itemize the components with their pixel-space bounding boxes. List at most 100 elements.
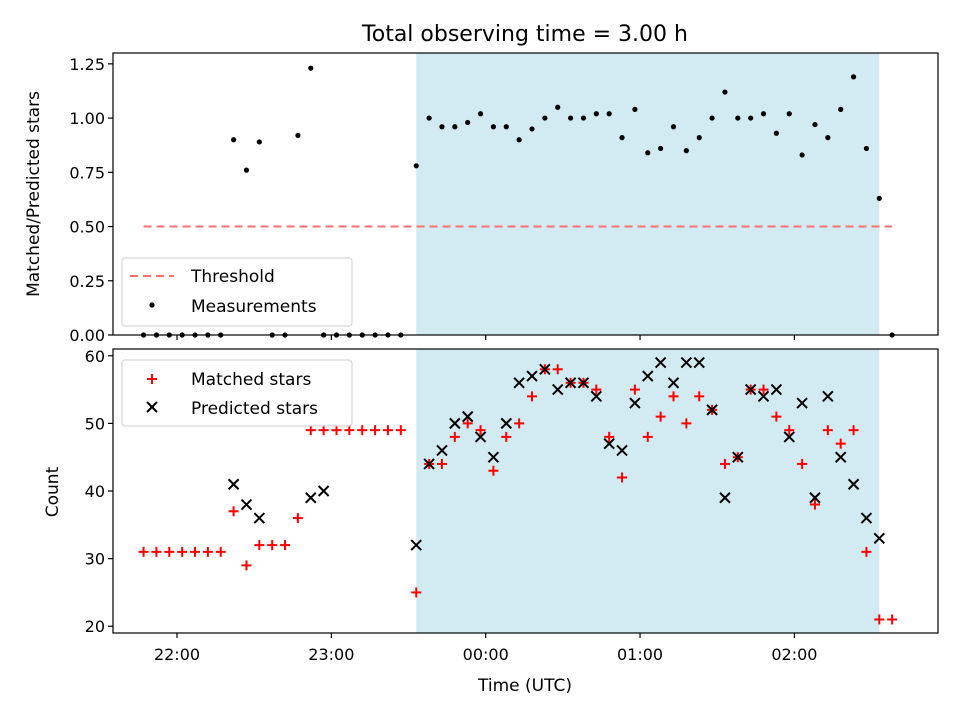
measurement-point: [593, 111, 599, 117]
predicted-star-point: [590, 390, 603, 403]
x-axis-label: Time (UTC): [477, 676, 572, 696]
matched-star-point: [527, 391, 538, 402]
measurement-point: [503, 124, 509, 130]
x-tick-label: 00:00: [463, 645, 509, 664]
x-tick-label: 22:00: [154, 645, 200, 664]
x-tick-label: 02:00: [771, 645, 817, 664]
matched-star-point: [215, 546, 226, 557]
matched-stars-legend-label: Matched stars: [191, 370, 311, 390]
measurement-point: [452, 124, 458, 130]
predicted-star-point: [526, 370, 538, 382]
measurement-point: [295, 132, 301, 139]
measurement-point: [722, 89, 728, 95]
predicted-star-point: [809, 492, 821, 504]
measurement-point: [477, 111, 484, 117]
predicted-star-point-b: [436, 444, 448, 457]
bottom-y-tick-label: 30: [85, 550, 105, 569]
predicted-star-point-b: [305, 492, 317, 504]
matched-star-point: [694, 391, 705, 402]
measurement-point: [786, 111, 792, 117]
measurement-point: [876, 195, 882, 201]
predicted-star-point: [719, 492, 731, 504]
predicted-star-point-b: [680, 356, 693, 369]
matched-star-point: [655, 411, 666, 422]
predicted-star-point-b: [539, 363, 551, 375]
predicted-star-point-b: [796, 397, 808, 409]
predicted-star-point-b: [449, 417, 461, 430]
bottom-legend: Matched stars Predicted stars: [121, 359, 353, 427]
predicted-star-point-b: [500, 417, 512, 430]
matched-star-point: [382, 425, 393, 436]
measurement-point: [426, 115, 432, 121]
predicted-star-point-b: [693, 356, 705, 369]
predicted-star-point-b: [590, 390, 603, 403]
predicted-star-point: [616, 444, 628, 457]
measurement-point: [850, 74, 857, 80]
matched-star-point: [848, 425, 859, 436]
predicted-star-point-b: [719, 492, 731, 504]
predicted-star-point-b: [847, 478, 860, 490]
measurement-point: [683, 148, 689, 154]
matched-star-point: [292, 513, 303, 524]
matched-star-point: [809, 499, 820, 510]
measurement-point: [308, 65, 314, 71]
predicted-star-point: [564, 377, 577, 389]
bottom-y-tick-label: 50: [85, 414, 105, 433]
predicted-star-point-b: [732, 451, 744, 463]
matched-star-point: [591, 384, 602, 395]
predicted-star-point: [577, 377, 590, 389]
predicted-star-point: [732, 451, 744, 463]
predicted-star-point-b: [757, 390, 770, 403]
bottom-y-axis-label: Count: [43, 466, 63, 517]
predicted-star-point-b: [616, 444, 628, 457]
measurement-point: [413, 163, 419, 169]
predicted-star-point: [642, 370, 654, 382]
matched-star-point: [642, 431, 653, 442]
matched-star-point: [305, 425, 316, 436]
predicted-star-point-b: [526, 370, 538, 382]
predicted-star-point-b: [577, 377, 590, 389]
predicted-star-point-b: [513, 377, 525, 389]
matched-star-point: [318, 425, 329, 436]
measurement-point: [773, 130, 779, 136]
top-y-tick-label: 0.50: [69, 218, 105, 237]
predicted-star-point: [629, 397, 641, 409]
matched-star-point: [254, 540, 265, 551]
matched-star-point: [604, 431, 615, 442]
predicted-star-point: [834, 451, 847, 463]
predicted-star-point: [693, 356, 705, 369]
predicted-star-point-b: [629, 397, 641, 409]
predicted-star-point: [500, 417, 512, 430]
matched-star-point: [164, 546, 175, 557]
matched-star-point: [681, 418, 692, 429]
predicted-star-point-b: [834, 451, 847, 463]
predicted-star-point: [449, 417, 461, 430]
matched-star-point: [228, 506, 239, 517]
matched-star-point: [357, 425, 368, 436]
matched-star-point: [514, 418, 525, 429]
measurement-point: [243, 167, 250, 173]
measurement-point: [825, 135, 831, 141]
matched-star-point: [331, 425, 342, 436]
top-panel: 0.00 0.25 0.50 0.75 1.00 1.25 Matched/Predict…: [24, 52, 939, 345]
matched-star-point: [874, 614, 885, 625]
measurement-point: [735, 115, 741, 121]
predicted-stars-legend-icon: [146, 401, 158, 413]
matched-stars-legend-icon: [147, 374, 157, 384]
measurement-point: [619, 135, 625, 141]
predicted-star-point: [240, 498, 253, 511]
predicted-star-point-b: [860, 512, 873, 524]
predicted-star-point: [552, 383, 564, 396]
measurement-point: [709, 115, 715, 121]
predicted-star-point: [474, 431, 487, 443]
matched-star-point: [784, 425, 795, 436]
measurement-point: [799, 152, 805, 158]
predicted-star-point: [860, 512, 873, 524]
bottom-y-tick-label: 60: [85, 347, 105, 366]
matched-star-point: [771, 411, 782, 422]
matched-star-point: [395, 425, 406, 436]
predicted-star-point: [847, 478, 860, 490]
measurements-legend-icon: [149, 302, 155, 308]
top-y-tick-label: 1.25: [69, 55, 105, 74]
